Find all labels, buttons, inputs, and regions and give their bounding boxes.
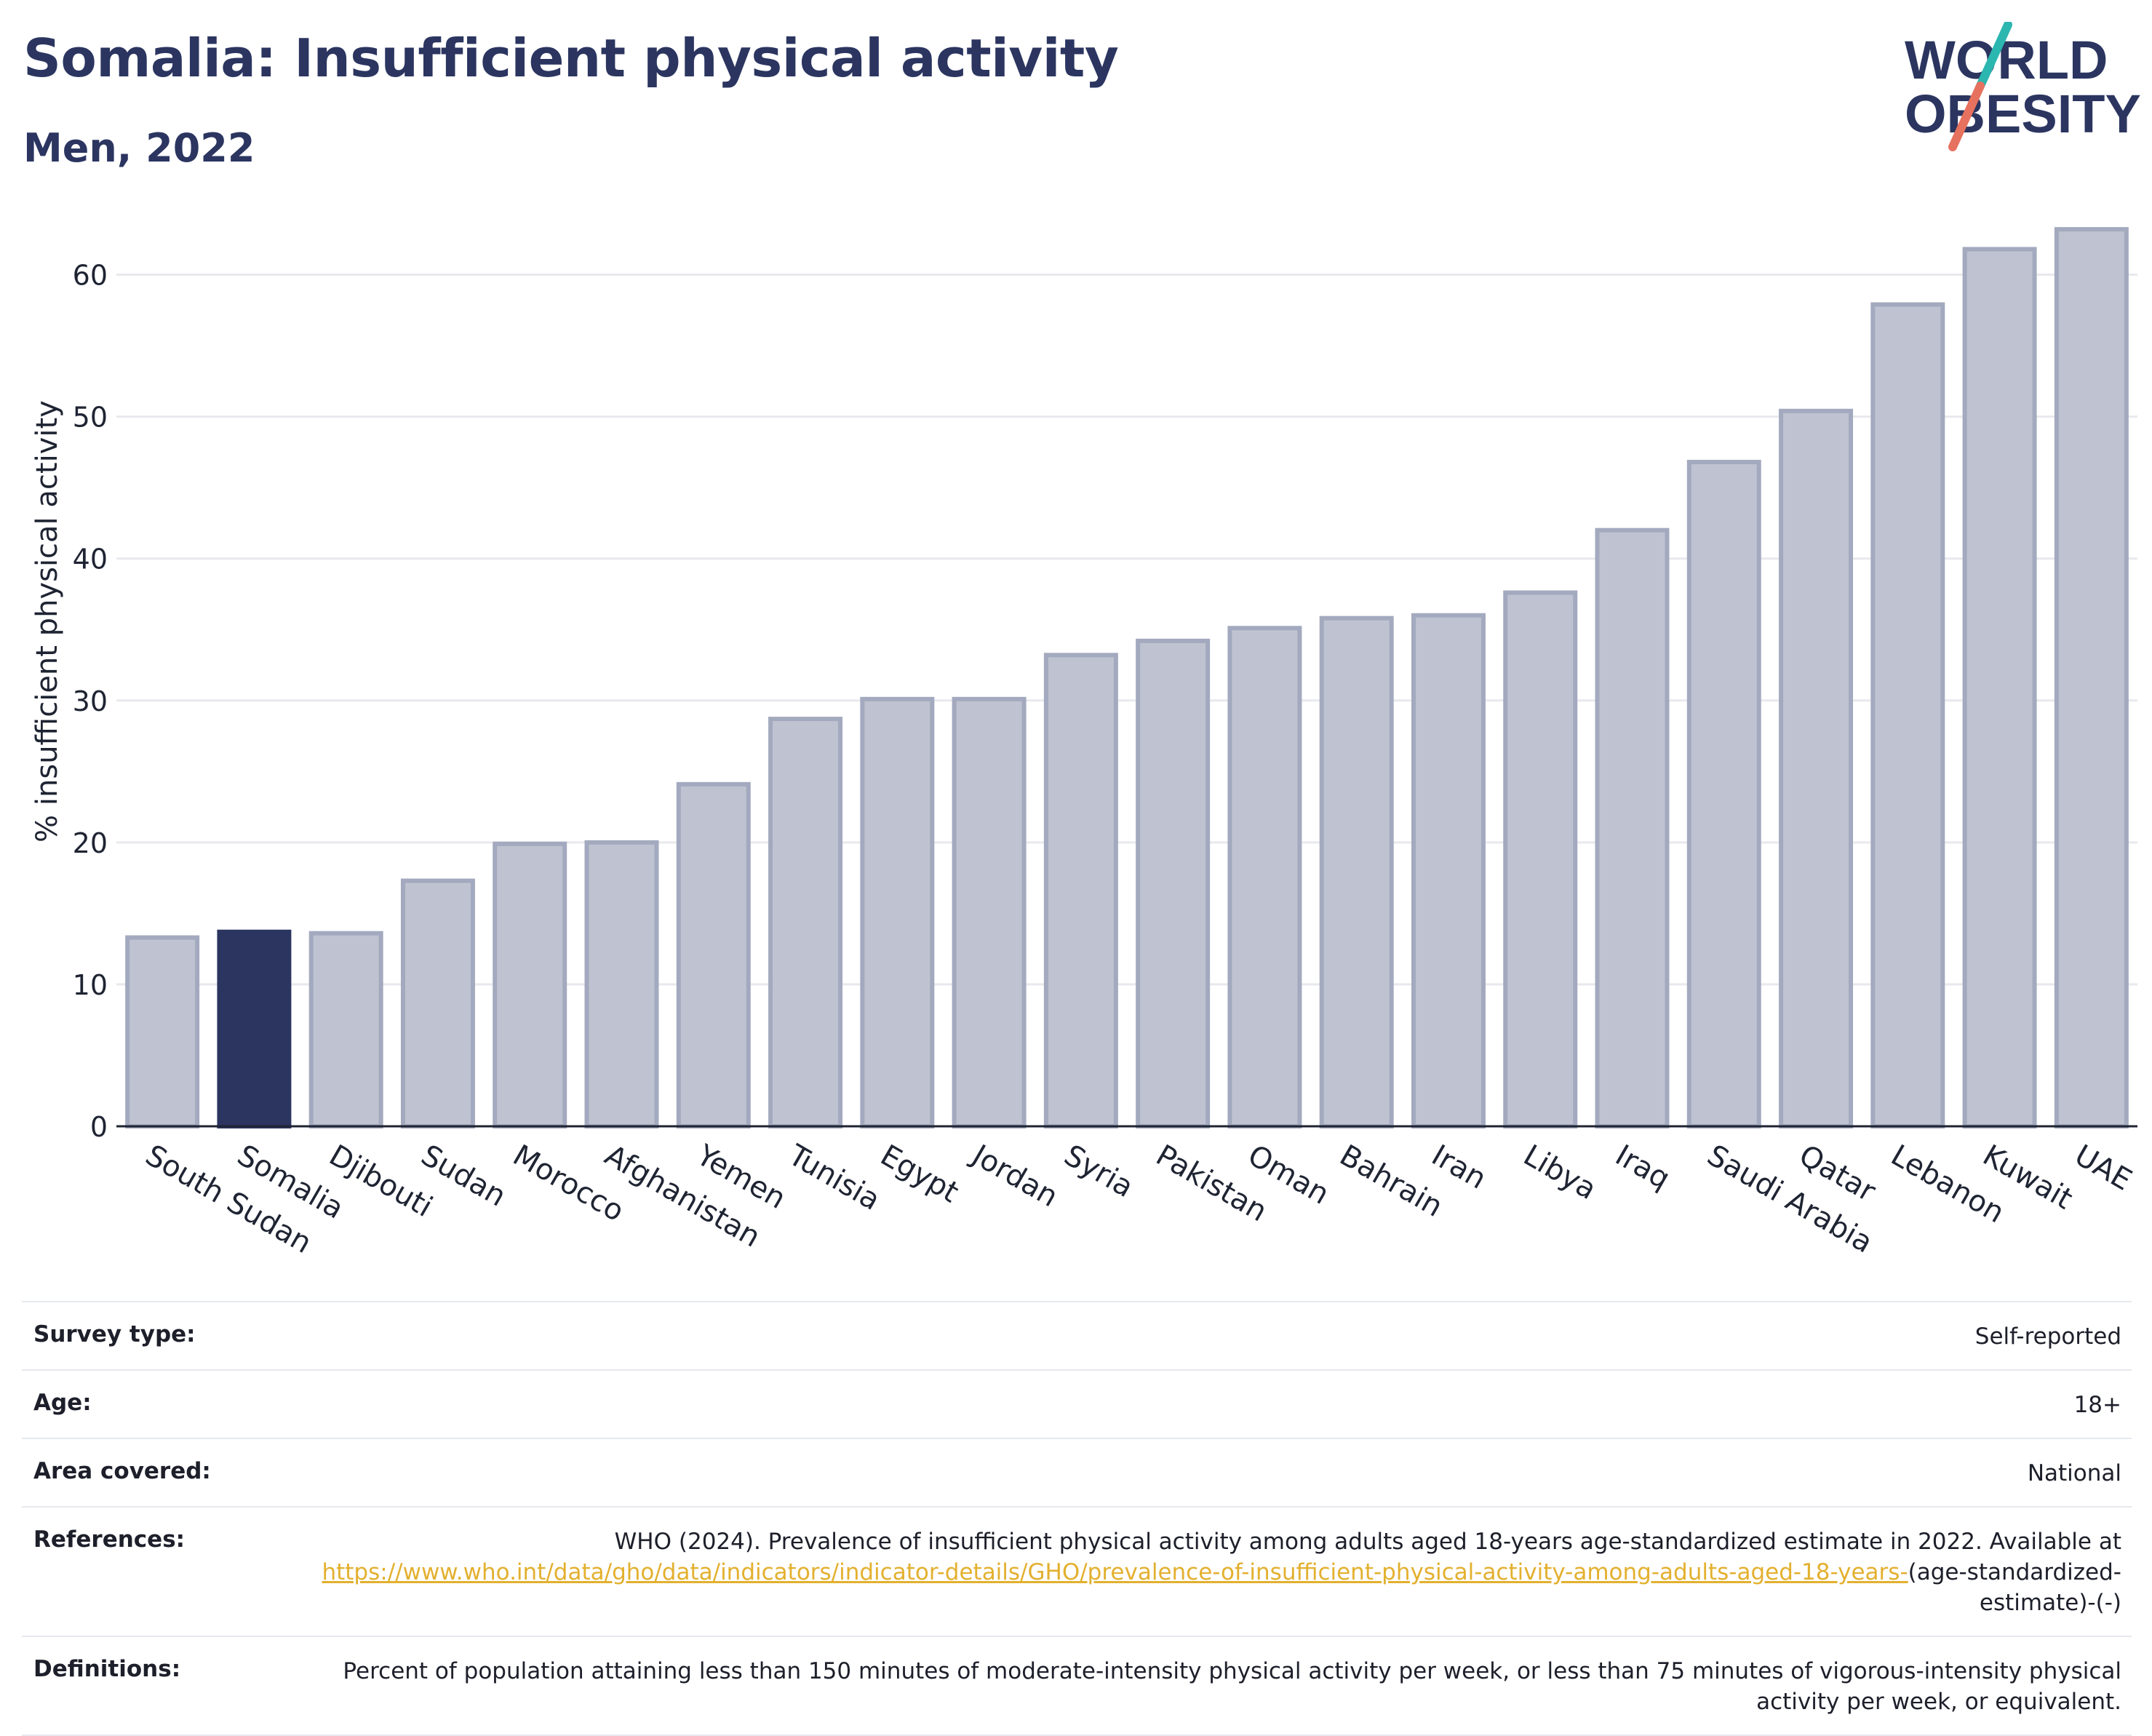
page-title: Somalia: Insufficient physical activity: [23, 28, 1119, 89]
bar-south-sudan: [125, 935, 200, 1129]
meta-value: Self-reported: [278, 1301, 2132, 1371]
meta-row-references: References: WHO (2024). Prevalence of in…: [22, 1506, 2132, 1637]
bar-qatar: [1779, 408, 1854, 1128]
bar-syria: [1043, 653, 1118, 1128]
x-tick-label: Bahrain: [1334, 1139, 1448, 1224]
meta-value: Percent of population attaining less tha…: [278, 1636, 2132, 1736]
bars: [125, 227, 2129, 1129]
meta-key: References:: [22, 1506, 278, 1637]
bar-morocco: [493, 841, 567, 1128]
page-subtitle: Men, 2022: [23, 125, 255, 171]
bar-sudan: [400, 878, 475, 1128]
y-tick-label: 20: [73, 827, 108, 859]
y-tick-label: 50: [73, 402, 108, 434]
bar-lebanon: [1870, 302, 1945, 1128]
meta-value: 18+: [278, 1369, 2132, 1439]
x-tick-label: Iraq: [1610, 1139, 1676, 1196]
bar-egypt: [860, 696, 935, 1128]
x-tick-label: Jordan: [965, 1137, 1064, 1214]
x-tick-label: Tunisia: [782, 1138, 885, 1217]
bar-djibouti: [308, 931, 383, 1128]
y-tick-label: 10: [73, 969, 108, 1001]
logo-text-line2: OBESITY: [1905, 84, 2141, 144]
bar-tunisia: [768, 717, 843, 1128]
reference-suffix: (age-standardized-estimate)-(-): [1908, 1559, 2121, 1616]
y-tick-label: 40: [73, 544, 108, 576]
x-tick-label: Egypt: [874, 1139, 964, 1210]
meta-row-area: Area covered: National: [22, 1438, 2132, 1508]
y-tick-label: 30: [73, 685, 108, 717]
meta-key: Area covered:: [22, 1438, 278, 1508]
x-tick-label: Syria: [1059, 1139, 1139, 1204]
bar-yemen: [676, 781, 751, 1128]
reference-link[interactable]: https://www.who.int/data/gho/data/indica…: [322, 1559, 1908, 1585]
reference-text: WHO (2024). Prevalence of insufficient p…: [614, 1529, 2121, 1555]
bar-libya: [1503, 590, 1578, 1128]
bar-bahrain: [1319, 616, 1394, 1128]
bar-jordan: [952, 696, 1027, 1128]
y-tick-label: 0: [90, 1111, 108, 1143]
meta-key: Survey type:: [22, 1301, 278, 1371]
bar-oman: [1227, 626, 1302, 1128]
meta-key: Definitions:: [22, 1636, 278, 1736]
world-obesity-logo: WORLD OBESITY: [1902, 22, 2142, 153]
x-tick-label: UAE: [2069, 1139, 2137, 1198]
y-axis-label: % insufficient physical activity: [31, 400, 64, 843]
bar-kuwait: [1962, 247, 2037, 1129]
metadata-table: Survey type: Self-reported Age: 18+ Area…: [22, 1301, 2132, 1736]
logo-slash-bottom: [1948, 81, 1985, 151]
meta-value: WHO (2024). Prevalence of insufficient p…: [278, 1506, 2132, 1637]
bar-chart: 0 10 20 30 40 50 60 South Sudan Somalia Djibouti S…: [0, 189, 2152, 1266]
bar-pakistan: [1136, 638, 1211, 1128]
logo-slash-top: [1976, 22, 2012, 90]
bar-iran: [1411, 613, 1486, 1128]
meta-row-age: Age: 18+: [22, 1369, 2132, 1439]
logo-text-line1: WORLD: [1905, 30, 2108, 90]
meta-row-survey-type: Survey type: Self-reported: [22, 1301, 2132, 1371]
meta-value: National: [278, 1438, 2132, 1508]
bar-afghanistan: [584, 840, 659, 1128]
meta-row-definitions: Definitions: Percent of population attai…: [22, 1636, 2132, 1736]
y-tick-label: 60: [73, 260, 108, 292]
bar-uae: [2054, 227, 2129, 1128]
bar-iraq: [1595, 527, 1670, 1128]
meta-key: Age:: [22, 1369, 278, 1439]
x-tick-label: Libya: [1518, 1139, 1602, 1206]
bar-somalia: [217, 929, 292, 1128]
bar-saudi-arabia: [1686, 460, 1761, 1129]
